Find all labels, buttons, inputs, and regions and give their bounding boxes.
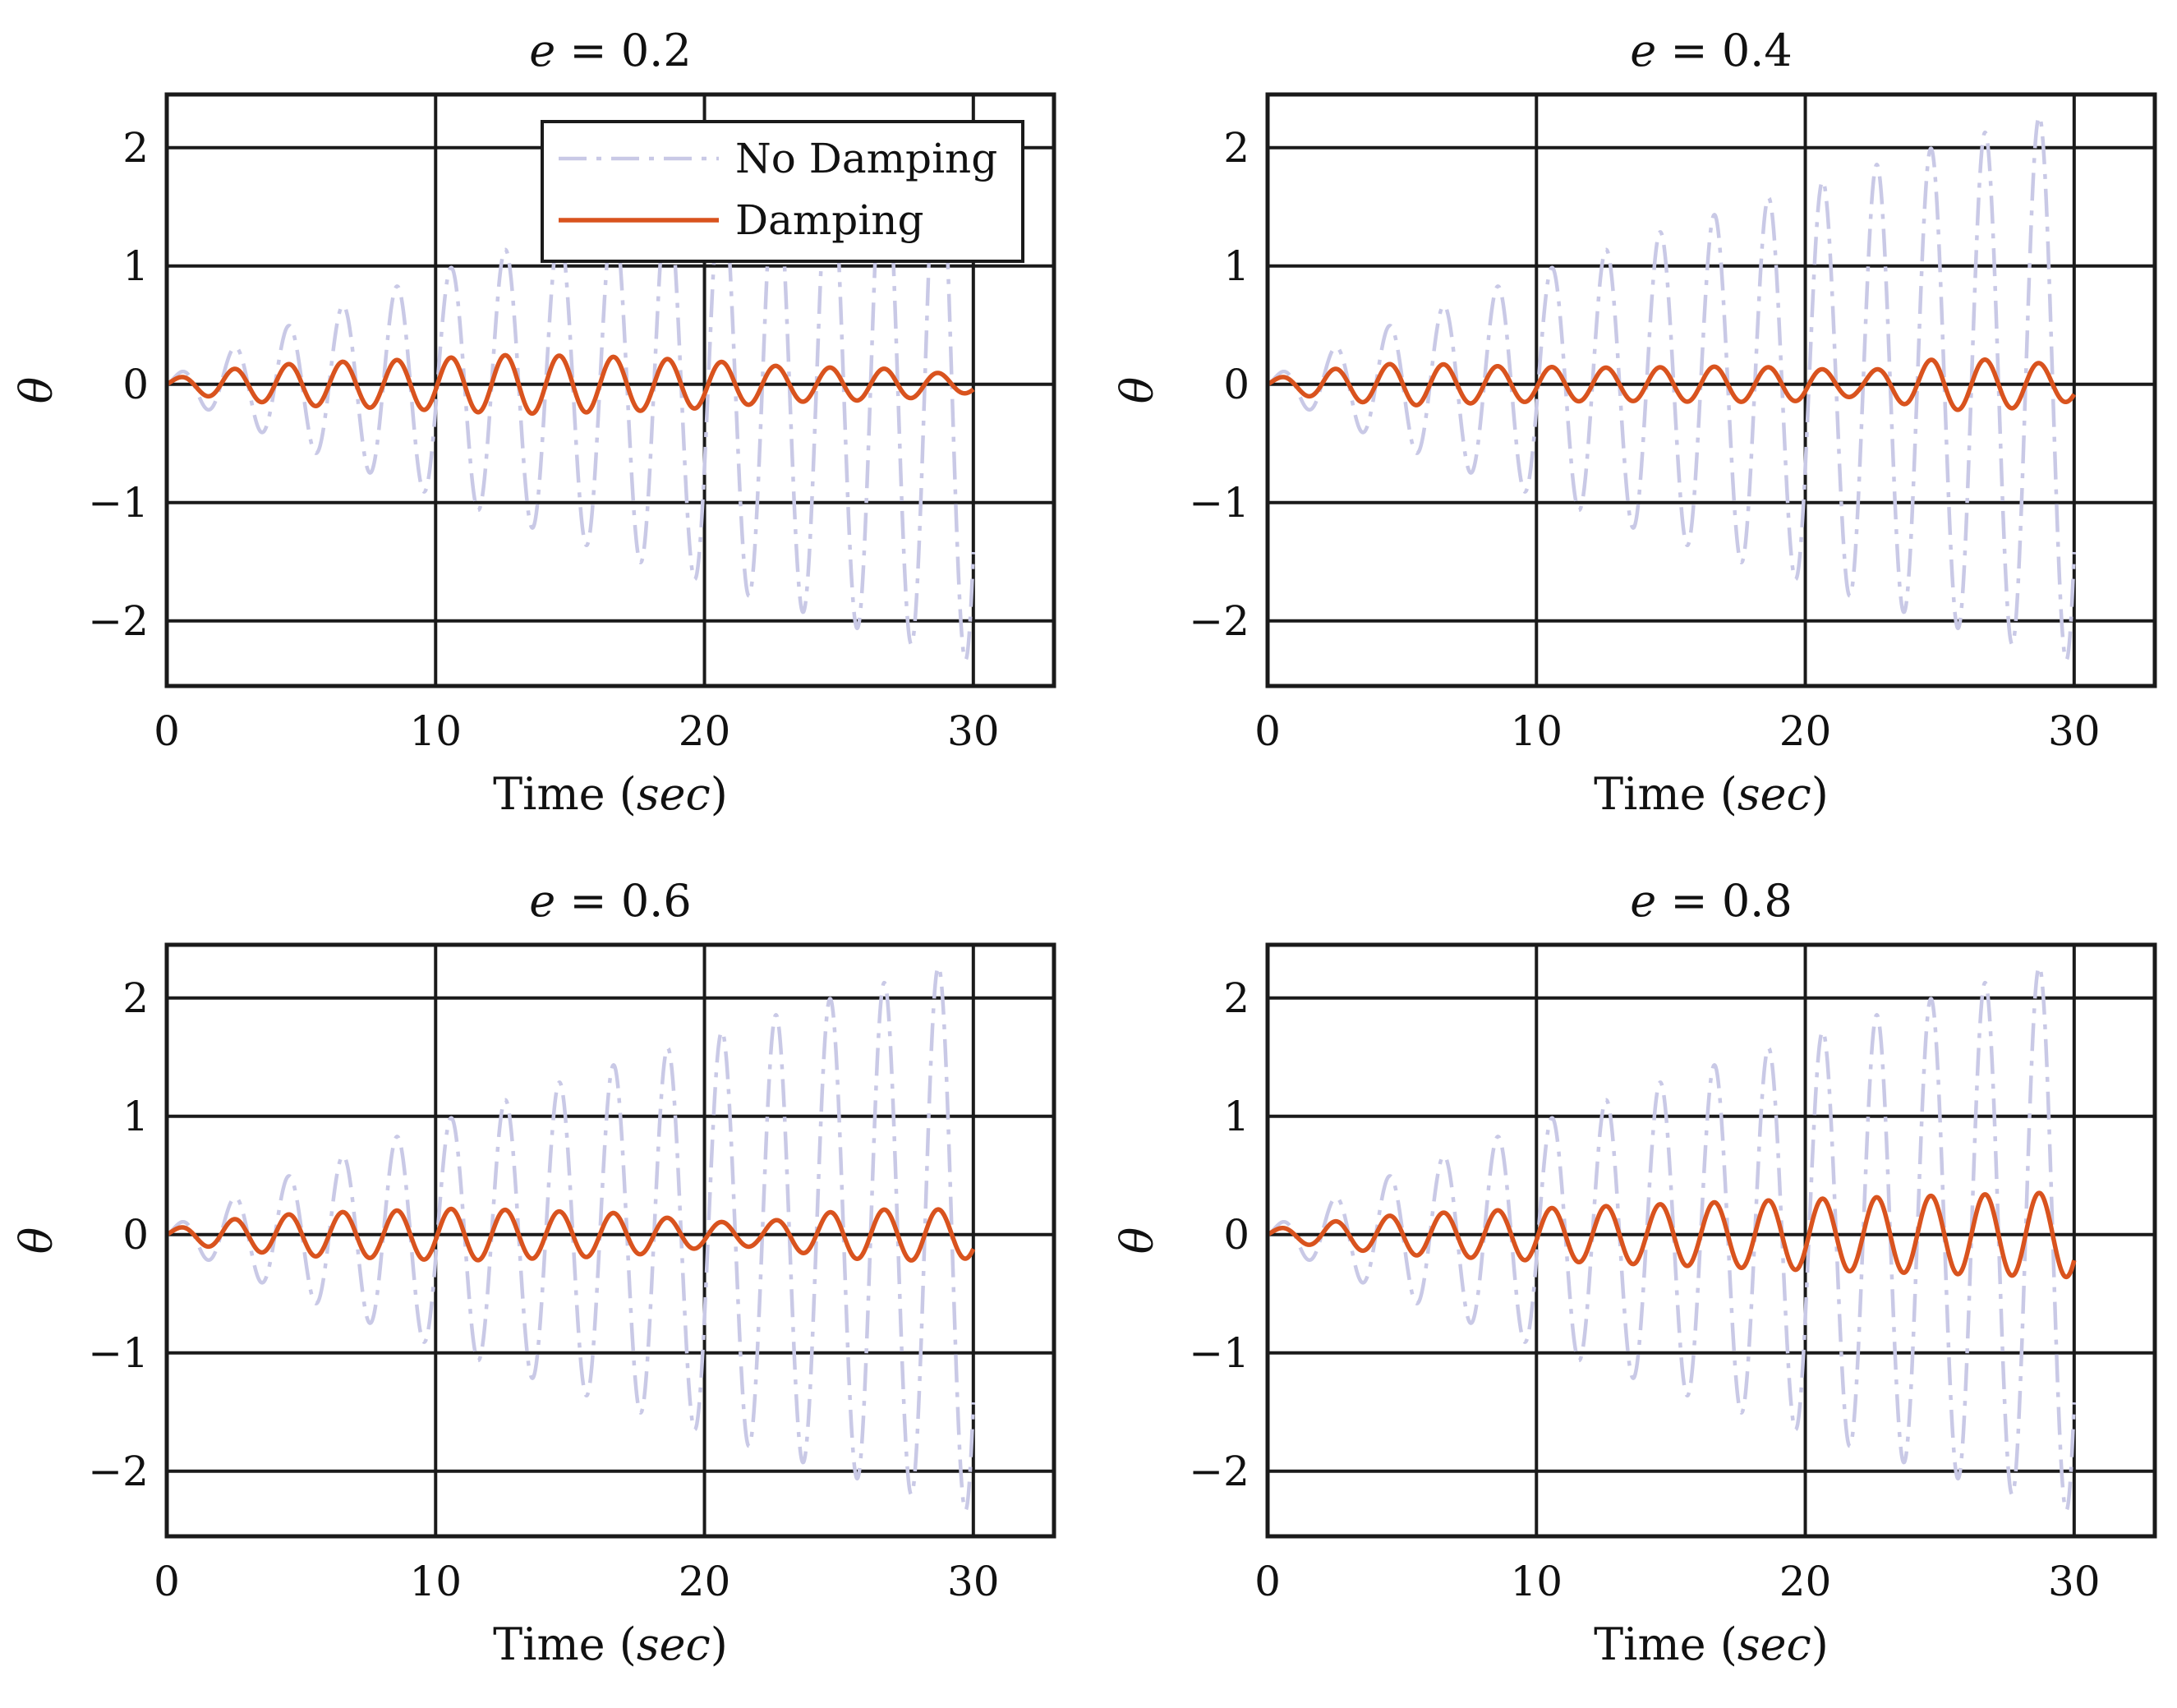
series-line-damping — [1268, 1190, 2077, 1280]
series-line-no-damping — [1268, 114, 2077, 662]
x-tick-label: 0 — [154, 1558, 180, 1605]
y-tick-label: −1 — [1189, 479, 1250, 527]
y-tick-label: −2 — [1189, 1448, 1250, 1495]
panel-title: e = 0.2 — [529, 25, 691, 76]
y-tick-label: 1 — [122, 1093, 149, 1140]
y-tick-label: 1 — [1223, 1093, 1250, 1140]
y-axis-label: θ — [1112, 1227, 1163, 1255]
axes-frame — [1265, 942, 2157, 1539]
series-line-no-damping — [167, 964, 976, 1512]
legend-label-no-damping: No Damping — [735, 135, 997, 182]
x-axis-label: Time (sec) — [1594, 768, 1829, 820]
y-tick-label: 2 — [122, 124, 149, 172]
x-tick-label: 20 — [679, 1558, 731, 1605]
panel-1: 0 10 20 30 −2 −1 0 1 2 e = 0.2 Time (sec) θ No Dampi… — [11, 25, 1056, 820]
legend-box — [541, 120, 1024, 263]
x-tick-label: 30 — [947, 1558, 1000, 1605]
panel-3: 0 10 20 30 −2 −1 0 1 2 e = 0.6 Time (sec) θ — [11, 875, 1056, 1670]
x-tick-label: 30 — [947, 707, 1000, 755]
series-line-damping — [167, 1206, 976, 1263]
y-tick-label: 0 — [1223, 1211, 1250, 1259]
axes-frame — [1265, 92, 2157, 688]
y-tick-label: −1 — [88, 1329, 149, 1377]
x-tick-label: 10 — [1510, 707, 1563, 755]
x-tick-label: 30 — [2048, 707, 2101, 755]
series-line-damping — [167, 352, 975, 417]
x-tick-label: 0 — [154, 707, 180, 755]
axes-frame — [164, 92, 1056, 688]
x-tick-label: 10 — [409, 1558, 462, 1605]
x-tick-label: 20 — [1779, 707, 1832, 755]
axes-frame — [164, 942, 1056, 1539]
series-line-no-damping — [1268, 964, 2077, 1512]
x-axis-label: Time (sec) — [493, 768, 728, 820]
x-tick-label: 10 — [409, 707, 462, 755]
x-axis-label: Time (sec) — [1594, 1618, 1829, 1670]
x-tick-label: 30 — [2048, 1558, 2101, 1605]
y-axis-label: θ — [11, 1227, 62, 1255]
x-tick-label: 0 — [1254, 1558, 1281, 1605]
y-tick-label: −2 — [1189, 597, 1250, 645]
y-tick-label: 1 — [122, 242, 149, 290]
y-tick-label: 0 — [122, 1211, 149, 1259]
y-tick-label: 1 — [1223, 242, 1250, 290]
y-tick-label: −1 — [88, 479, 149, 527]
panel-title: e = 0.4 — [1630, 25, 1792, 76]
x-tick-label: 20 — [679, 707, 731, 755]
panel-title: e = 0.6 — [529, 875, 691, 927]
y-tick-label: 0 — [1223, 361, 1250, 408]
y-axis-label: θ — [11, 377, 62, 404]
y-tick-label: 2 — [1223, 974, 1250, 1022]
legend-label-damping: Damping — [735, 196, 924, 244]
y-tick-label: 2 — [1223, 124, 1250, 172]
panel-4: 0 10 20 30 −2 −1 0 1 2 e = 0.8 Time (sec) θ — [1112, 875, 2157, 1670]
series-line-damping — [1268, 357, 2077, 412]
x-tick-label: 20 — [1779, 1558, 1832, 1605]
y-tick-label: 0 — [122, 361, 149, 408]
panel-2: 0 10 20 30 −2 −1 0 1 2 e = 0.4 Time (sec) θ — [1112, 25, 2157, 820]
y-tick-label: −2 — [88, 1448, 149, 1495]
x-axis-label: Time (sec) — [493, 1618, 728, 1670]
legend: No Damping Damping — [541, 120, 1024, 263]
panel-title: e = 0.8 — [1630, 875, 1792, 927]
y-axis-label: θ — [1112, 377, 1163, 404]
x-tick-label: 10 — [1510, 1558, 1563, 1605]
y-tick-label: 2 — [122, 974, 149, 1022]
y-tick-label: −1 — [1189, 1329, 1250, 1377]
y-tick-label: −2 — [88, 597, 149, 645]
x-tick-label: 0 — [1254, 707, 1281, 755]
